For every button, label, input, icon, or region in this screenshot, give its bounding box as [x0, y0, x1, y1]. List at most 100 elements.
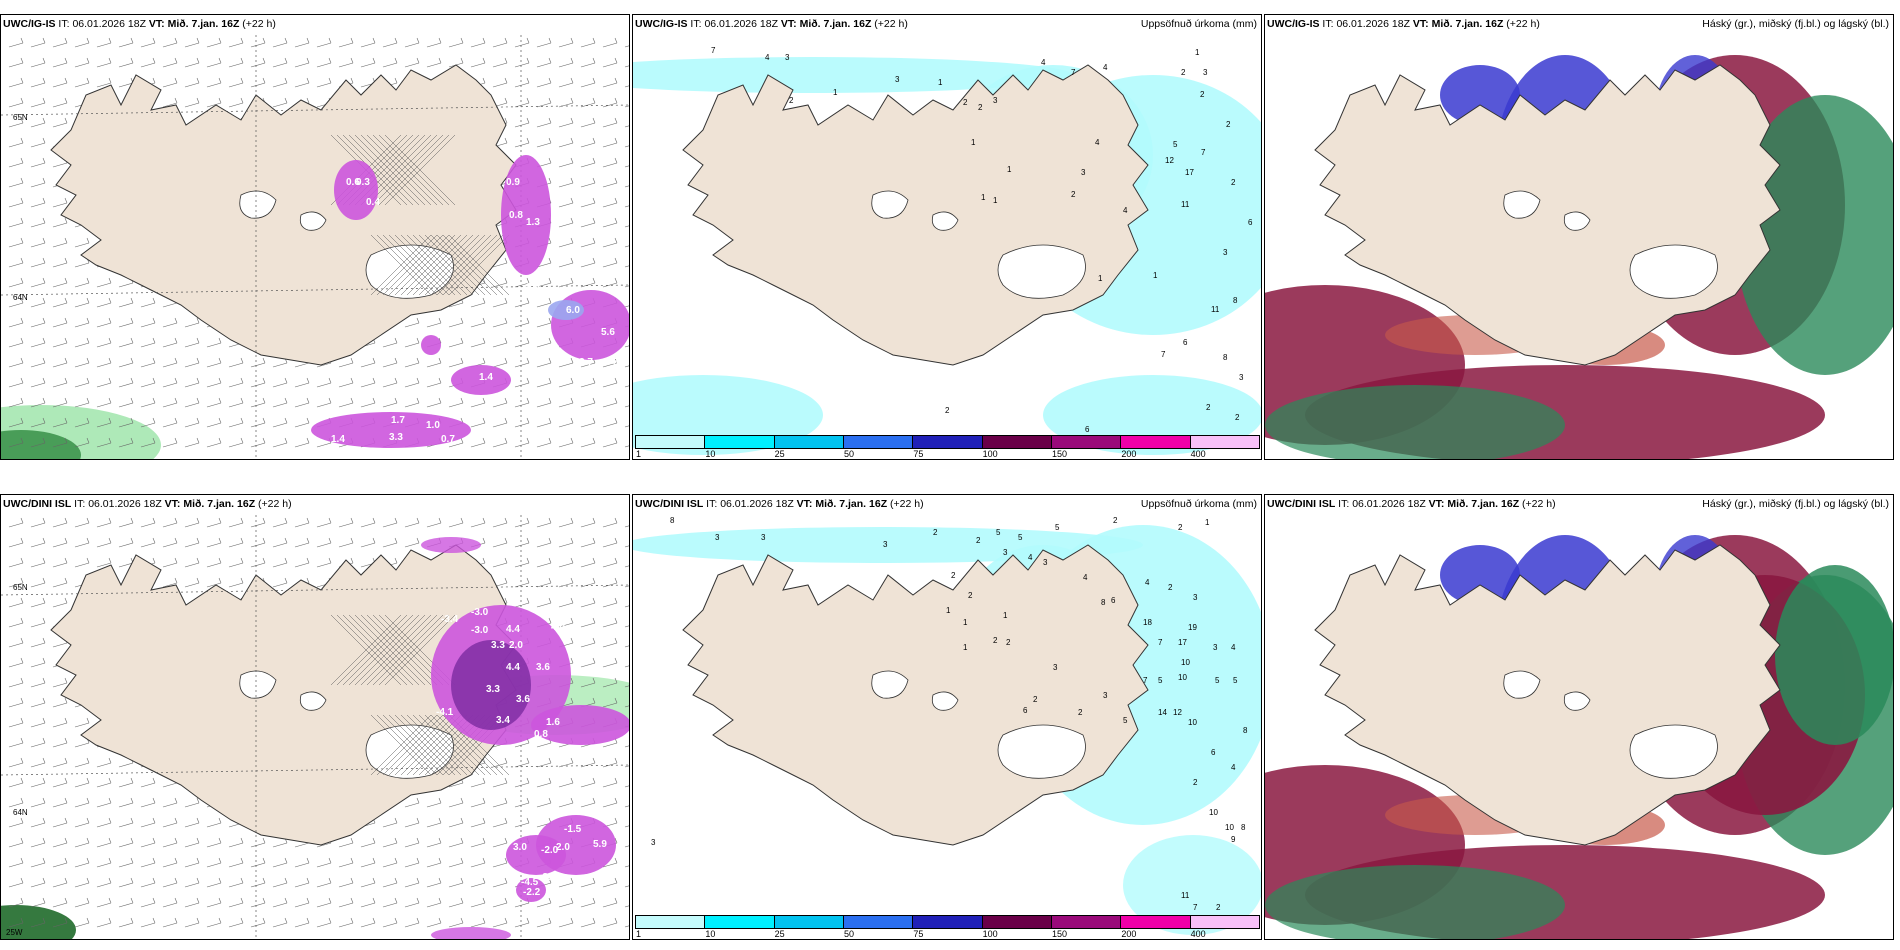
value-label: 8	[670, 516, 675, 525]
wind-barb	[96, 377, 112, 388]
value-label: 7	[1201, 148, 1206, 157]
wind-barb	[382, 377, 398, 388]
wind-barb	[52, 377, 68, 388]
wind-barb	[514, 57, 530, 68]
wind-barb	[602, 77, 618, 88]
value-label: 3	[1203, 68, 1208, 77]
wind-barb	[228, 97, 244, 108]
wind-barb	[426, 517, 442, 528]
wind-barb	[228, 917, 244, 928]
wind-barb	[96, 397, 112, 408]
wind-barb	[492, 537, 508, 548]
wind-barb	[536, 597, 552, 608]
wind-barb	[162, 97, 178, 108]
wind-barb	[536, 757, 552, 768]
value-label: 0.3	[356, 177, 370, 188]
wind-barb	[74, 517, 90, 528]
value-label: 3.0	[513, 842, 527, 853]
wind-barb	[52, 777, 68, 788]
wind-barb	[74, 897, 90, 908]
wind-barb	[30, 437, 46, 448]
wind-barb	[8, 437, 24, 448]
field-blob	[633, 375, 823, 455]
wind-barb	[228, 57, 244, 68]
value-label: 3	[715, 533, 720, 542]
wind-barb	[30, 717, 46, 728]
wind-barb	[184, 337, 200, 348]
wind-barb	[360, 917, 376, 928]
wind-barb	[624, 825, 629, 828]
wind-barb	[250, 437, 266, 448]
value-label: 1	[1007, 165, 1012, 174]
wind-barb	[492, 897, 508, 908]
value-label: 4	[1028, 553, 1033, 562]
wind-barb	[338, 517, 354, 528]
wind-barb	[140, 877, 156, 888]
wind-barb	[8, 857, 24, 868]
wind-barb	[184, 897, 200, 908]
wind-barb	[140, 397, 156, 408]
wind-barb	[272, 97, 288, 108]
wind-barb	[162, 557, 178, 568]
wind-barb	[74, 777, 90, 788]
value-label: 8	[1233, 296, 1238, 305]
map-panel-ig-is-precip: UWC/IG-IS IT: 06.01.2026 18Z VT: Mið. 7.…	[632, 14, 1262, 460]
wind-barb	[184, 917, 200, 928]
wind-barb	[294, 857, 310, 868]
wind-barb	[96, 337, 112, 348]
wind-barb	[624, 305, 629, 308]
glacier	[997, 724, 1086, 779]
wind-barb	[602, 757, 618, 768]
wind-barb	[206, 417, 222, 428]
wind-barb	[8, 677, 24, 688]
wind-barb	[52, 537, 68, 548]
wind-barb	[96, 297, 112, 308]
value-label: -4.5	[521, 877, 539, 888]
wind-barb	[558, 357, 574, 368]
wind-barb	[74, 857, 90, 868]
wind-barb	[338, 37, 354, 48]
wind-barb	[74, 77, 90, 88]
wind-barb	[272, 517, 288, 528]
value-label: 10	[1178, 673, 1187, 682]
value-label: 10	[1209, 808, 1218, 817]
wind-barb	[162, 57, 178, 68]
value-label: 2	[1113, 516, 1118, 525]
value-label: 3	[993, 96, 998, 105]
wind-barb	[8, 517, 24, 528]
wind-barb	[602, 517, 618, 528]
field-blob	[531, 705, 629, 745]
wind-barb	[118, 357, 134, 368]
value-label: 1	[1205, 518, 1210, 527]
wind-barb	[30, 157, 46, 168]
wind-barb	[206, 817, 222, 828]
wind-barb	[52, 597, 68, 608]
value-label: 11	[1181, 891, 1190, 900]
wind-barb	[492, 917, 508, 928]
wind-barb	[404, 357, 420, 368]
wind-barb	[470, 797, 486, 808]
wind-barb	[8, 617, 24, 628]
wind-barb	[624, 185, 629, 188]
wind-barb	[74, 297, 90, 308]
value-label: 6	[1248, 218, 1253, 227]
wind-barb	[580, 877, 596, 888]
value-label: -8.1	[539, 872, 557, 883]
wind-barb	[96, 557, 112, 568]
colorbar-segment	[1189, 435, 1260, 449]
colorbar-tick: 10	[705, 449, 716, 459]
wind-barb	[382, 917, 398, 928]
map: 0.3 0.4 0.6 0.9 0.81.3 0.6 6.0 5.6 2.7 5.0 1.4 1.7 3…	[1, 35, 629, 459]
wind-barb	[228, 897, 244, 908]
wind-barb	[206, 337, 222, 348]
value-label: 3	[1081, 168, 1086, 177]
value-label: 1.4	[331, 434, 345, 445]
wind-barb	[272, 877, 288, 888]
wind-barb	[74, 917, 90, 928]
wind-barb	[96, 37, 112, 48]
field-blob	[1123, 835, 1261, 935]
value-label: 7	[711, 46, 716, 55]
wind-barb	[536, 57, 552, 68]
wind-barb	[602, 777, 618, 788]
wind-barb	[624, 445, 629, 448]
